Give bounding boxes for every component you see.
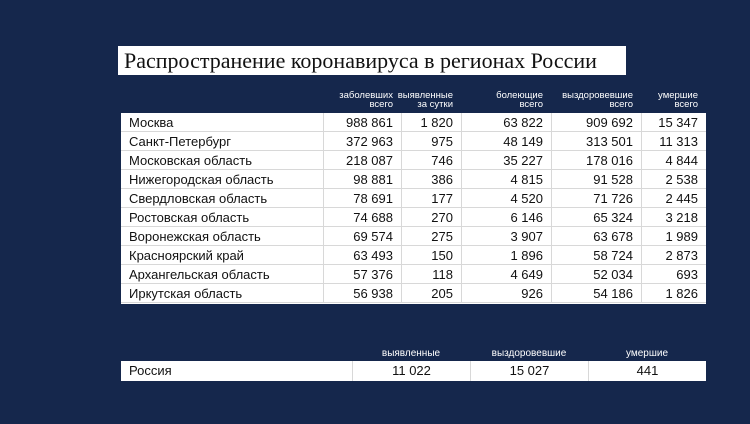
country-name: Россия: [129, 363, 172, 378]
cell-value: 98 881: [323, 170, 401, 189]
title: Распространение коронавируса в регионах …: [118, 46, 626, 75]
summary-value: 11 022: [352, 361, 470, 381]
column-header: выздоровевшие: [562, 90, 633, 101]
table-row: Нижегородская область 98 881 386 4 815 91 52…: [121, 170, 706, 189]
table-row: Красноярский край 63 493 150 1 896 58 724 2 8…: [121, 246, 706, 265]
cell-value: 3 907: [461, 227, 551, 246]
region-name: Свердловская область: [129, 191, 268, 206]
table-row: Свердловская область 78 691 177 4 520 71 726…: [121, 189, 706, 208]
cell-value: 270: [401, 208, 461, 227]
cell-value: 693: [641, 265, 706, 284]
column-header: за сутки: [417, 99, 453, 110]
region-name: Московская область: [129, 153, 253, 168]
column-header: болеющие: [496, 90, 543, 101]
summary-value: 15 027: [470, 361, 588, 381]
region-name: Нижегородская область: [129, 172, 274, 187]
table-row: Московская область 218 087 746 35 227 178 01…: [121, 151, 706, 170]
cell-value: 54 186: [551, 284, 641, 303]
cell-value: 4 815: [461, 170, 551, 189]
cell-value: 4 520: [461, 189, 551, 208]
cell-value: 3 218: [641, 208, 706, 227]
summary-header: выздоровевшие: [491, 348, 567, 359]
cell-value: 178 016: [551, 151, 641, 170]
cell-value: 57 376: [323, 265, 401, 284]
cell-value: 386: [401, 170, 461, 189]
cell-value: 1 820: [401, 113, 461, 132]
cell-value: 6 146: [461, 208, 551, 227]
cell-value: 2 538: [641, 170, 706, 189]
table-row: Ростовская область 74 688 270 6 146 65 324 3 …: [121, 208, 706, 227]
cell-value: 2 873: [641, 246, 706, 265]
cell-value: 1 826: [641, 284, 706, 303]
cell-value: 1 896: [461, 246, 551, 265]
table-row: Иркутская область 56 938 205 926 54 186 1 826: [121, 284, 706, 303]
column-header: всего: [674, 99, 698, 110]
cell-value: 2 445: [641, 189, 706, 208]
region-name: Москва: [129, 115, 174, 130]
column-header: заболевших: [339, 90, 393, 101]
region-name: Красноярский край: [129, 248, 244, 263]
region-name: Иркутская область: [129, 286, 243, 301]
cell-value: 177: [401, 189, 461, 208]
cell-value: 65 324: [551, 208, 641, 227]
cell-value: 975: [401, 132, 461, 151]
table-row: Воронежская область 69 574 275 3 907 63 678 1…: [121, 227, 706, 246]
cell-value: 4 649: [461, 265, 551, 284]
cell-value: 926: [461, 284, 551, 303]
region-name: Воронежская область: [129, 229, 261, 244]
cell-value: 205: [401, 284, 461, 303]
cell-value: 4 844: [641, 151, 706, 170]
column-header: всего: [609, 99, 633, 110]
summary-row: Россия 11 022 15 027 441: [121, 361, 706, 381]
column-header: выявленные: [397, 90, 453, 101]
cell-value: 35 227: [461, 151, 551, 170]
table-row: Москва 988 861 1 820 63 822 909 692 15 347: [121, 113, 706, 132]
column-header: всего: [519, 99, 543, 110]
summary-header: умершие: [625, 348, 669, 359]
region-name: Санкт-Петербург: [129, 134, 231, 149]
summary-table: Россия 11 022 15 027 441: [121, 361, 706, 381]
column-header: умершие: [658, 90, 698, 101]
cell-value: 78 691: [323, 189, 401, 208]
cell-value: 909 692: [551, 113, 641, 132]
cell-value: 63 678: [551, 227, 641, 246]
region-name: Архангельская область: [129, 267, 270, 282]
cell-value: 275: [401, 227, 461, 246]
summary-value: 441: [588, 361, 706, 381]
cell-value: 218 087: [323, 151, 401, 170]
cell-value: 15 347: [641, 113, 706, 132]
cell-value: 11 313: [641, 132, 706, 151]
cell-value: 58 724: [551, 246, 641, 265]
cell-value: 150: [401, 246, 461, 265]
cell-value: 372 963: [323, 132, 401, 151]
table-row: Санкт-Петербург 372 963 975 48 149 313 501 11…: [121, 132, 706, 151]
cell-value: 988 861: [323, 113, 401, 132]
region-name: Ростовская область: [129, 210, 250, 225]
cell-value: 63 822: [461, 113, 551, 132]
cell-value: 1 989: [641, 227, 706, 246]
cell-value: 48 149: [461, 132, 551, 151]
cell-value: 313 501: [551, 132, 641, 151]
cell-value: 118: [401, 265, 461, 284]
cell-value: 52 034: [551, 265, 641, 284]
cell-value: 56 938: [323, 284, 401, 303]
cell-value: 91 528: [551, 170, 641, 189]
column-header: всего: [369, 99, 393, 110]
table-row: Архангельская область 57 376 118 4 649 52 03…: [121, 265, 706, 284]
region-table: Москва 988 861 1 820 63 822 909 692 15 347 Сан…: [121, 113, 706, 304]
cell-value: 63 493: [323, 246, 401, 265]
summary-header: выявленные: [381, 348, 441, 359]
cell-value: 74 688: [323, 208, 401, 227]
cell-value: 746: [401, 151, 461, 170]
cell-value: 69 574: [323, 227, 401, 246]
cell-value: 71 726: [551, 189, 641, 208]
